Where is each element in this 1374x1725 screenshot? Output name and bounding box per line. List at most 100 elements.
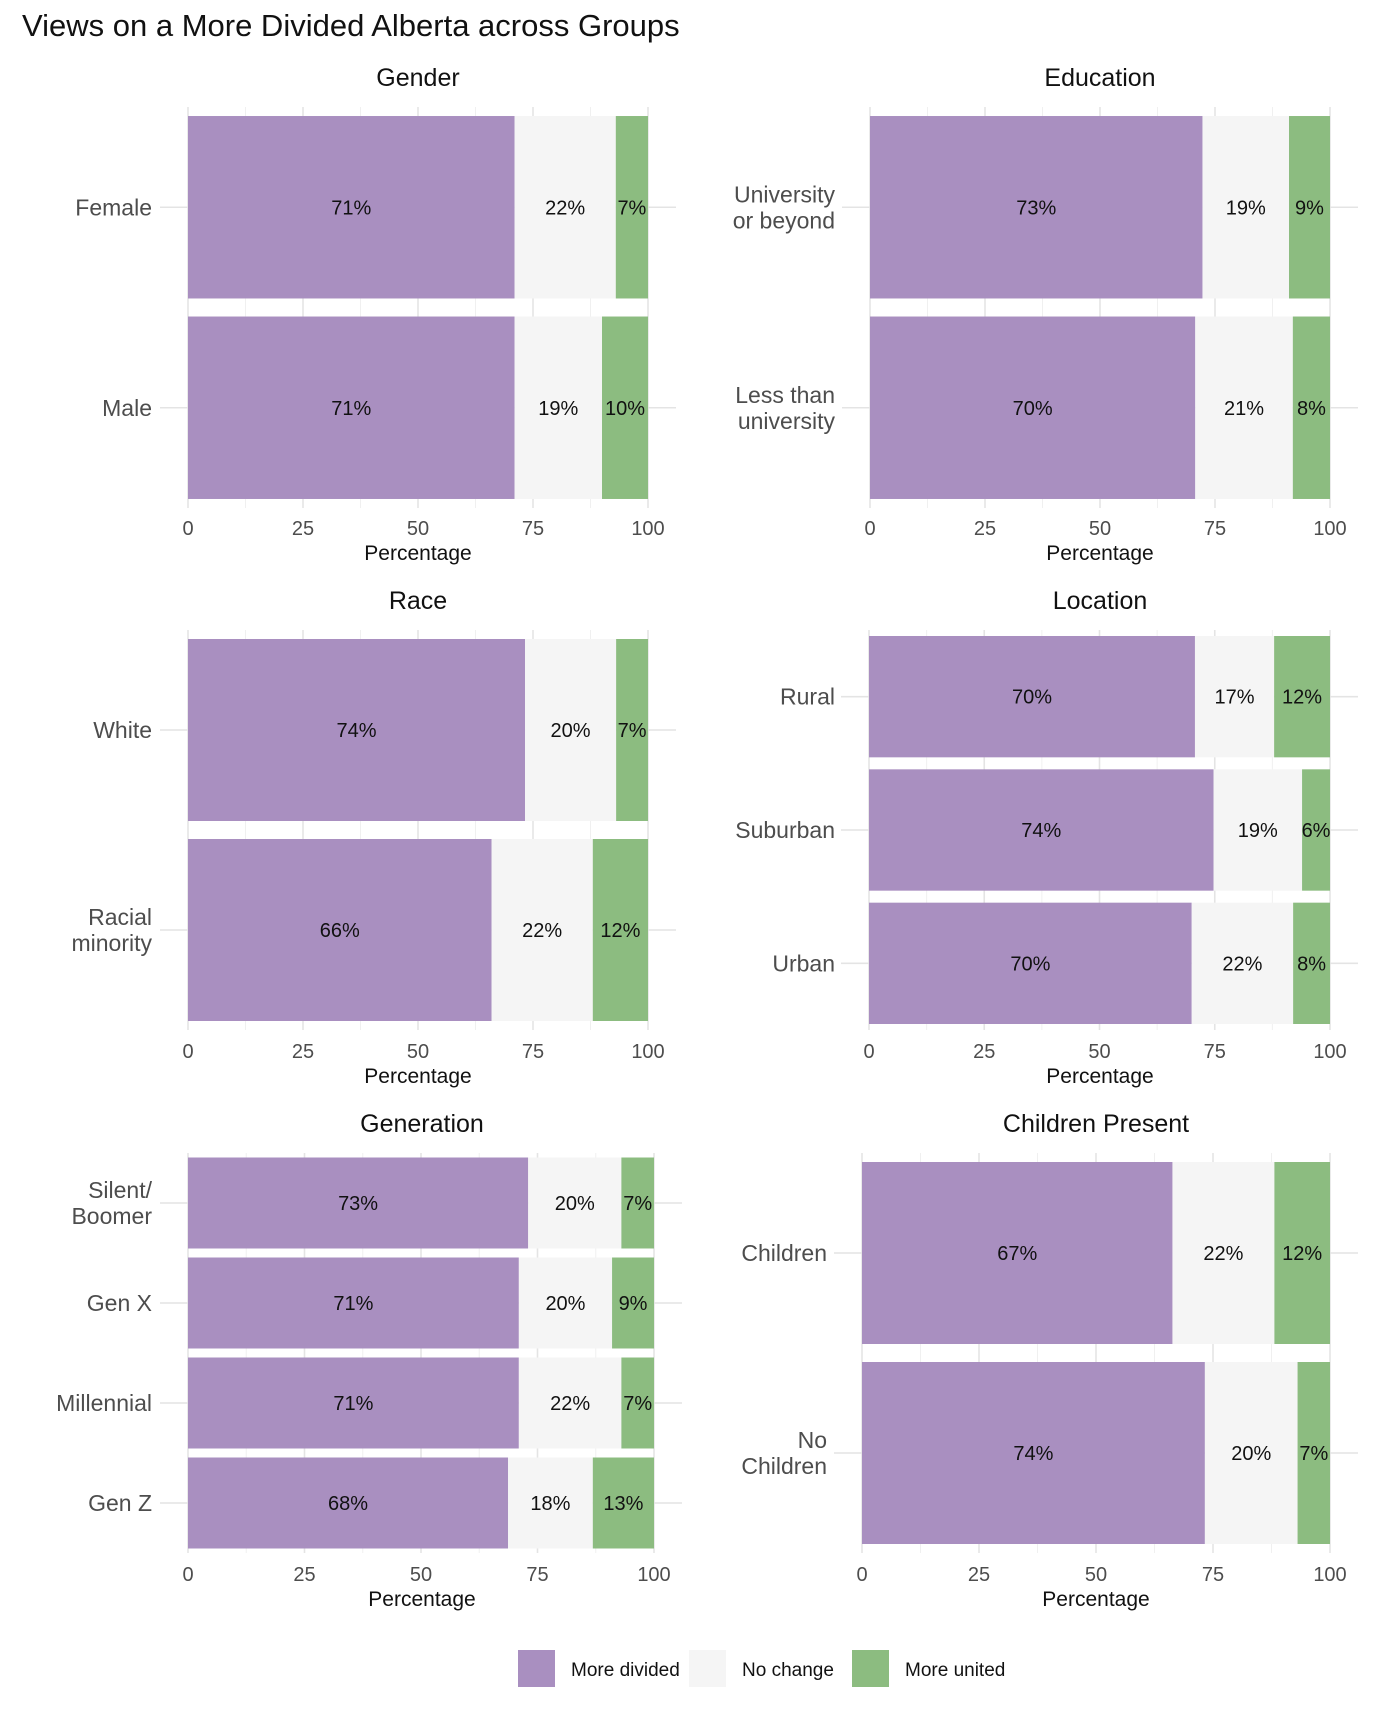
bar-value-label: 22% xyxy=(545,197,585,219)
x-tick-label: 25 xyxy=(968,1564,990,1586)
bar-divided xyxy=(188,1257,519,1349)
category-label: Racial minority xyxy=(71,904,152,956)
bar-united xyxy=(1289,116,1330,299)
category-label-line: White xyxy=(93,717,152,743)
bar-value-label: 12% xyxy=(600,920,640,942)
x-tick-label: 50 xyxy=(1088,1041,1110,1063)
bar-nochange xyxy=(1194,636,1275,758)
bar-united xyxy=(612,1257,654,1349)
bar-value-label: 7% xyxy=(617,197,646,219)
x-tick-label: 100 xyxy=(1313,1564,1346,1586)
legend-label: No change xyxy=(742,1660,834,1681)
x-tick-label: 50 xyxy=(1089,518,1111,540)
legend-label: More divided xyxy=(571,1660,680,1681)
bar-value-label: 22% xyxy=(1222,953,1262,975)
bar-value-label: 19% xyxy=(1226,197,1266,219)
x-axis-title: Percentage xyxy=(1046,1065,1153,1088)
x-tick-label: 100 xyxy=(631,518,664,540)
bar-value-label: 71% xyxy=(333,1393,373,1415)
category-label-line: university xyxy=(738,408,836,434)
category-label-line: Suburban xyxy=(735,817,835,843)
x-tick-label: 0 xyxy=(182,1041,193,1063)
bar-value-label: 73% xyxy=(1016,197,1056,219)
bar-divided xyxy=(188,1457,509,1549)
bar-divided xyxy=(188,1157,529,1249)
category-label: White xyxy=(93,717,152,743)
legend-swatch xyxy=(518,1650,555,1687)
bar-nochange xyxy=(514,316,602,499)
category-label: University or beyond xyxy=(733,181,836,233)
bar-value-label: 10% xyxy=(605,398,645,420)
category-label-line: Gen X xyxy=(87,1290,152,1316)
bar-united xyxy=(1274,1162,1330,1344)
x-tick-label: 75 xyxy=(1204,1041,1226,1063)
category-label-line: or beyond xyxy=(733,207,835,233)
bar-united xyxy=(1293,902,1330,1024)
bar-value-label: 20% xyxy=(545,1293,585,1315)
bar-value-label: 20% xyxy=(551,720,591,742)
category-label: Urban xyxy=(772,950,835,976)
bar-value-label: 71% xyxy=(333,1293,373,1315)
bar-united xyxy=(621,1157,654,1249)
x-tick-label: 100 xyxy=(637,1564,670,1586)
category-label: Gen X xyxy=(87,1290,152,1316)
bar-value-label: 22% xyxy=(1203,1243,1243,1265)
bar-value-label: 22% xyxy=(522,920,562,942)
bar-value-label: 7% xyxy=(623,1193,652,1215)
bar-united xyxy=(1274,636,1330,758)
x-tick-label: 25 xyxy=(973,1041,995,1063)
category-label-line: Female xyxy=(75,194,152,220)
bar-value-label: 66% xyxy=(320,920,360,942)
bar-value-label: 68% xyxy=(328,1493,368,1515)
bar-united xyxy=(1297,1362,1330,1544)
bar-nochange xyxy=(518,1257,613,1349)
bar-nochange xyxy=(1204,1362,1298,1544)
category-label-line: Millennial xyxy=(56,1390,152,1416)
panel-title: Generation xyxy=(360,1110,484,1138)
category-label: Silent/Boomer xyxy=(71,1177,152,1229)
panel-title: Race xyxy=(389,587,447,615)
x-axis-title: Percentage xyxy=(1042,1588,1149,1611)
x-tick-label: 0 xyxy=(863,1041,874,1063)
bar-value-label: 13% xyxy=(603,1493,643,1515)
bar-value-label: 20% xyxy=(1231,1443,1271,1465)
category-label-line: minority xyxy=(71,930,152,956)
x-tick-label: 75 xyxy=(522,1041,544,1063)
category-label-line: Gen Z xyxy=(88,1490,152,1516)
category-label: Gen Z xyxy=(88,1490,152,1516)
bar-nochange xyxy=(1172,1162,1275,1344)
bar-united xyxy=(1292,316,1330,499)
panel-title: Gender xyxy=(376,64,459,92)
bar-value-label: 8% xyxy=(1297,398,1326,420)
category-label-line: Racial xyxy=(88,904,152,930)
bar-value-label: 9% xyxy=(619,1293,648,1315)
x-axis-title: Percentage xyxy=(364,542,471,565)
bar-value-label: 7% xyxy=(623,1393,652,1415)
bar-divided xyxy=(869,769,1214,891)
chart-title: Views on a More Divided Alberta across G… xyxy=(22,8,680,43)
x-axis-title: Percentage xyxy=(1046,542,1153,565)
x-tick-label: 50 xyxy=(410,1564,432,1586)
bar-nochange xyxy=(508,1457,593,1549)
bar-value-label: 6% xyxy=(1302,820,1331,842)
x-axis-title: Percentage xyxy=(364,1065,471,1088)
category-label-line: Less than xyxy=(735,382,835,408)
bar-divided xyxy=(862,1362,1205,1544)
x-tick-label: 50 xyxy=(407,1041,429,1063)
bar-value-label: 20% xyxy=(555,1193,595,1215)
bar-value-label: 71% xyxy=(331,398,371,420)
x-tick-label: 25 xyxy=(292,1041,314,1063)
category-label: Suburban xyxy=(735,817,835,843)
x-tick-label: 0 xyxy=(182,518,193,540)
bar-value-label: 7% xyxy=(1299,1443,1328,1465)
bar-divided xyxy=(862,1162,1173,1344)
bar-divided xyxy=(188,639,526,821)
x-tick-label: 0 xyxy=(856,1564,867,1586)
x-tick-label: 0 xyxy=(182,1564,193,1586)
category-label: Children xyxy=(741,1240,827,1266)
bar-value-label: 12% xyxy=(1282,687,1322,709)
bar-united xyxy=(615,116,648,299)
bar-united xyxy=(602,316,648,499)
